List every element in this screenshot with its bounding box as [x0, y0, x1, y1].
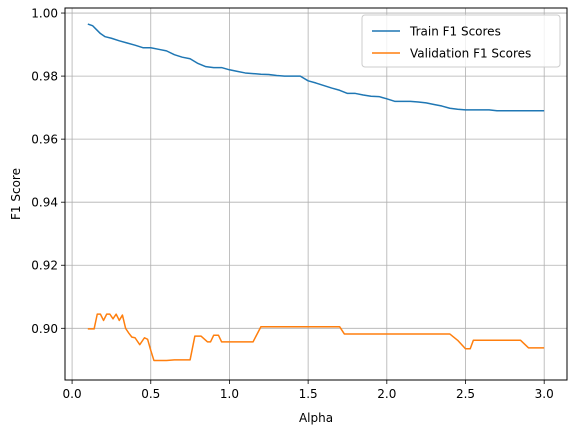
x-tick-label: 2.0 [377, 387, 396, 401]
x-tick-label: 1.5 [299, 387, 318, 401]
legend: Train F1 Scores Validation F1 Scores [361, 14, 561, 68]
legend-label-validation: Validation F1 Scores [410, 47, 531, 61]
y-tick-label: 0.92 [31, 259, 58, 273]
plot-frame [64, 7, 568, 381]
y-tick-label: 0.96 [31, 133, 58, 147]
legend-label-train: Train F1 Scores [409, 25, 501, 39]
x-tick-label: 0.0 [63, 387, 82, 401]
x-tick-label: 0.5 [141, 387, 160, 401]
y-tick-label: 0.90 [31, 322, 58, 336]
y-tick-label: 0.98 [31, 70, 58, 84]
train-f1-line [87, 23, 545, 112]
x-tick-label: 1.0 [220, 387, 239, 401]
series-lines [87, 23, 545, 362]
y-tick-label: 1.00 [31, 7, 58, 21]
x-tick-label: 2.5 [456, 387, 475, 401]
legend-box [361, 14, 561, 68]
x-tick-label: 3.0 [535, 387, 554, 401]
x-axis-label: Alpha [299, 411, 333, 425]
validation-f1-line [87, 313, 545, 362]
y-tick-label: 0.94 [31, 196, 58, 210]
axis-ticks: 0.0 0.5 1.0 1.5 2.0 2.5 3.0 0.90 0.92 0.94 0.96 0.9… [31, 7, 553, 401]
y-axis-label: F1 Score [9, 168, 23, 220]
